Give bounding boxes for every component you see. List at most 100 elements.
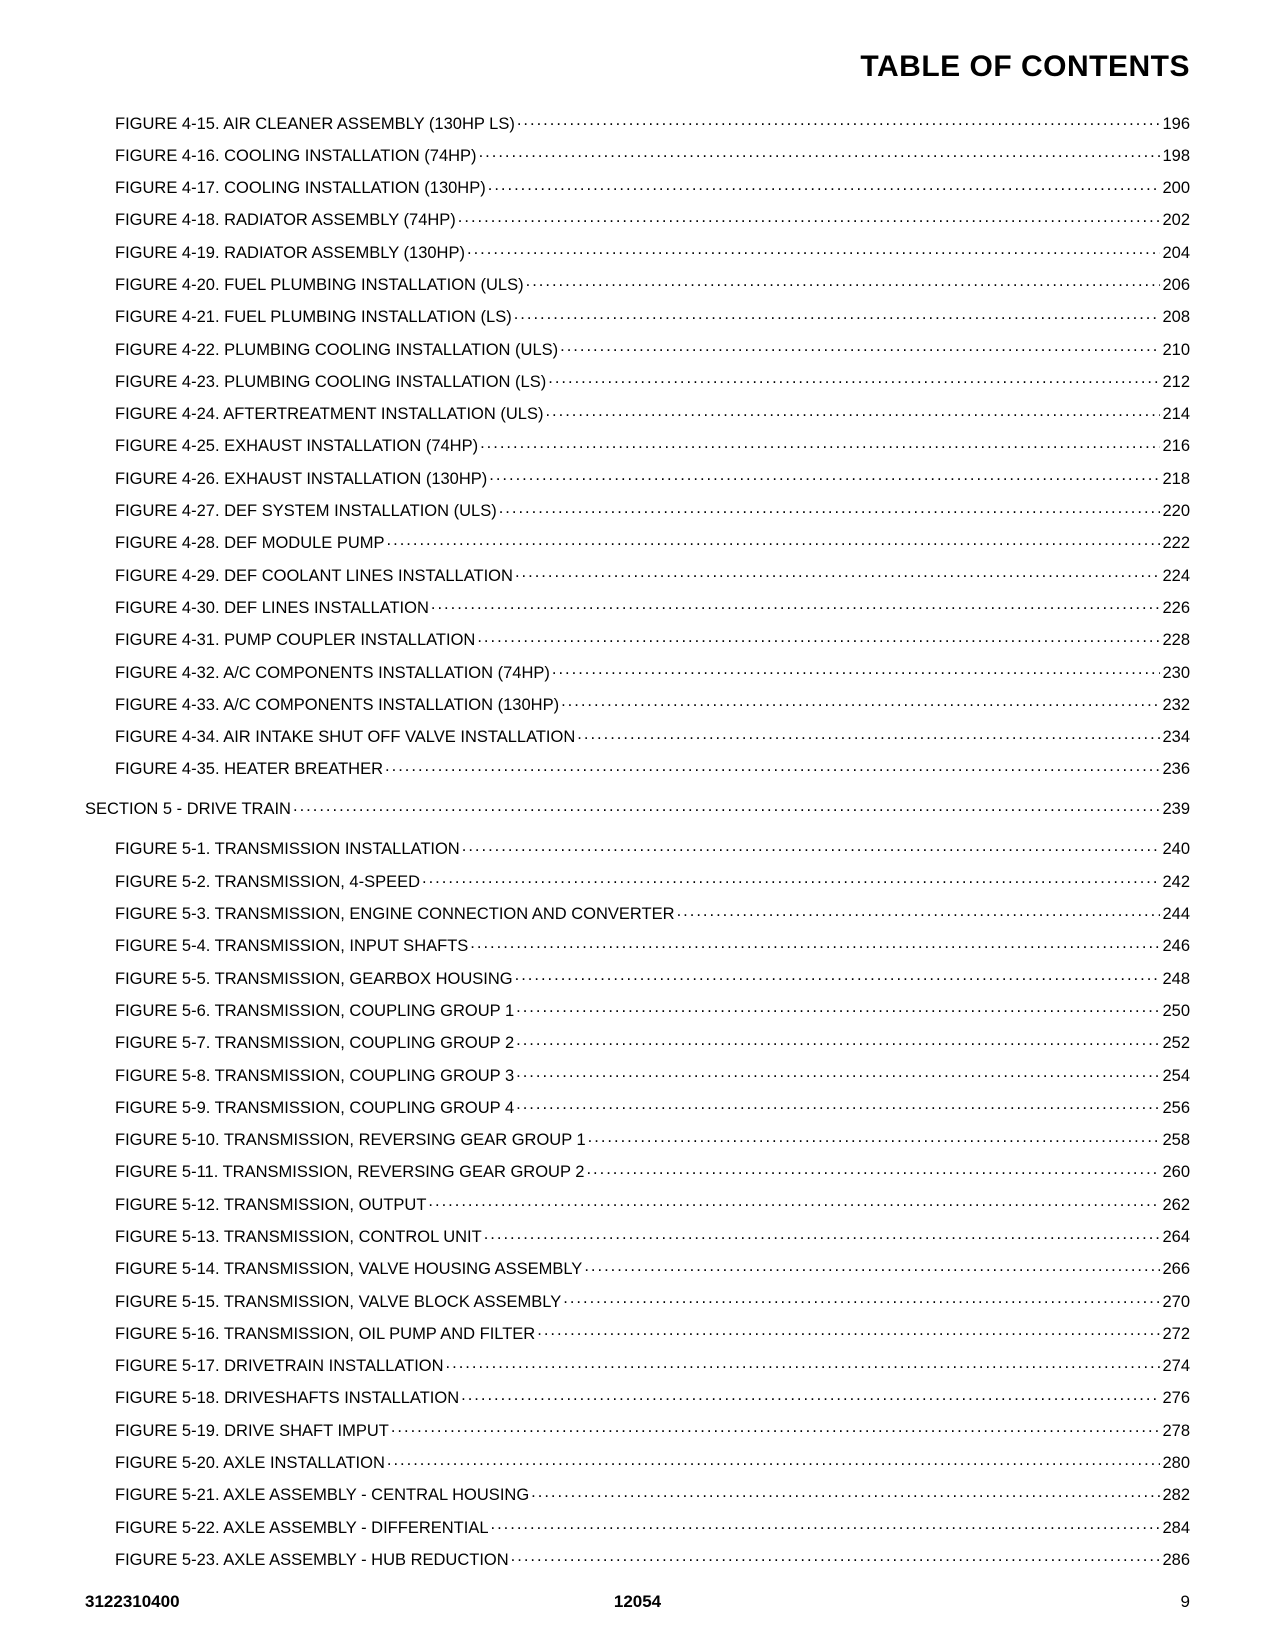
toc-page: 248 [1162,971,1190,988]
toc-entry: FIGURE 4-24. AFTERTREATMENT INSTALLATION… [85,403,1190,423]
toc-leader-dots [431,596,1161,613]
toc-label: FIGURE 4-25. EXHAUST INSTALLATION (74HP) [115,438,478,455]
toc-leader-dots [545,403,1160,420]
toc-leader-dots [391,1419,1161,1436]
toc-leader-dots [548,370,1160,387]
page-footer: 3122310400 12054 9 [85,1592,1190,1612]
toc-leader-dots [480,435,1160,452]
toc-page: 246 [1162,938,1190,955]
toc-entry: FIGURE 4-21. FUEL PLUMBING INSTALLATION … [85,306,1190,326]
toc-leader-dots [385,758,1160,775]
toc-entry: FIGURE 5-20. AXLE INSTALLATION 280 [85,1452,1190,1472]
toc-label: FIGURE 4-17. COOLING INSTALLATION (130HP… [115,180,486,197]
toc-entry: FIGURE 5-3. TRANSMISSION, ENGINE CONNECT… [85,903,1190,923]
toc-entry: FIGURE 5-22. AXLE ASSEMBLY - DIFFERENTIA… [85,1516,1190,1536]
toc-entry: FIGURE 4-30. DEF LINES INSTALLATION 226 [85,596,1190,616]
toc-label: FIGURE 5-21. AXLE ASSEMBLY - CENTRAL HOU… [115,1487,529,1504]
toc-label: FIGURE 4-22. PLUMBING COOLING INSTALLATI… [115,342,558,359]
toc-leader-dots [458,209,1161,226]
toc-entry: FIGURE 4-23. PLUMBING COOLING INSTALLATI… [85,370,1190,390]
toc-entry: FIGURE 4-25. EXHAUST INSTALLATION (74HP)… [85,435,1190,455]
toc-label: FIGURE 5-22. AXLE ASSEMBLY - DIFFERENTIA… [115,1520,489,1537]
toc-entry: FIGURE 4-34. AIR INTAKE SHUT OFF VALVE I… [85,726,1190,746]
toc-page: 232 [1162,697,1190,714]
toc-entry: FIGURE 4-15. AIR CLEANER ASSEMBLY (130HP… [85,112,1190,132]
toc-label: FIGURE 5-9. TRANSMISSION, COUPLING GROUP… [115,1100,514,1117]
toc-leader-dots [516,1096,1160,1113]
toc-label: FIGURE 4-24. AFTERTREATMENT INSTALLATION… [115,406,543,423]
toc-page: 226 [1162,600,1190,617]
footer-left: 3122310400 [85,1592,180,1612]
toc-leader-dots [387,532,1161,549]
toc-label: FIGURE 4-34. AIR INTAKE SHUT OFF VALVE I… [115,729,575,746]
toc-leader-dots [470,935,1160,952]
toc-entry: FIGURE 4-20. FUEL PLUMBING INSTALLATION … [85,273,1190,293]
toc-leader-dots [479,144,1161,161]
toc-label: FIGURE 5-15. TRANSMISSION, VALVE BLOCK A… [115,1294,561,1311]
toc-entry: FIGURE 5-1. TRANSMISSION INSTALLATION 24… [85,838,1190,858]
toc-label: FIGURE 5-5. TRANSMISSION, GEARBOX HOUSIN… [115,971,513,988]
toc-label: FIGURE 4-16. COOLING INSTALLATION (74HP) [115,148,477,165]
toc-leader-dots [517,112,1161,129]
toc-entry: FIGURE 4-28. DEF MODULE PUMP 222 [85,532,1190,552]
toc-entry: FIGURE 5-19. DRIVE SHAFT IMPUT 278 [85,1419,1190,1439]
toc-label: FIGURE 4-26. EXHAUST INSTALLATION (130HP… [115,471,487,488]
toc-leader-dots [586,1161,1160,1178]
toc-page: 282 [1162,1487,1190,1504]
toc-entry: FIGURE 5-6. TRANSMISSION, COUPLING GROUP… [85,999,1190,1019]
toc-page: 258 [1162,1132,1190,1149]
toc-leader-dots [499,500,1161,517]
toc-entry: FIGURE 5-14. TRANSMISSION, VALVE HOUSING… [85,1258,1190,1278]
toc-page: 284 [1162,1520,1190,1537]
toc-label: FIGURE 5-20. AXLE INSTALLATION [115,1455,385,1472]
toc-page: 280 [1162,1455,1190,1472]
toc-label: FIGURE 5-1. TRANSMISSION INSTALLATION [115,841,460,858]
toc-leader-dots [484,1226,1161,1243]
toc-page: 254 [1162,1068,1190,1085]
toc-entry: FIGURE 5-7. TRANSMISSION, COUPLING GROUP… [85,1032,1190,1052]
toc-entry: FIGURE 4-17. COOLING INSTALLATION (130HP… [85,177,1190,197]
toc-leader-dots [677,903,1161,920]
toc-leader-dots [563,1290,1160,1307]
toc-page: 230 [1162,665,1190,682]
toc-entry: FIGURE 4-35. HEATER BREATHER 236 [85,758,1190,778]
toc-label: FIGURE 5-2. TRANSMISSION, 4-SPEED [115,874,420,891]
toc-page: 239 [1162,801,1190,818]
toc-label: FIGURE 4-28. DEF MODULE PUMP [115,535,385,552]
toc-label: FIGURE 5-12. TRANSMISSION, OUTPUT [115,1197,426,1214]
toc-entry: FIGURE 4-16. COOLING INSTALLATION (74HP)… [85,144,1190,164]
toc-leader-dots [584,1258,1160,1275]
toc-leader-dots [577,726,1160,743]
toc-entry: FIGURE 5-2. TRANSMISSION, 4-SPEED 242 [85,870,1190,890]
toc-leader-dots [537,1322,1160,1339]
toc-entry: FIGURE 4-18. RADIATOR ASSEMBLY (74HP) 20… [85,209,1190,229]
toc-section: SECTION 5 - DRIVE TRAIN 239 [85,798,1190,818]
toc-entry: FIGURE 4-22. PLUMBING COOLING INSTALLATI… [85,338,1190,358]
toc-label: FIGURE 5-8. TRANSMISSION, COUPLING GROUP… [115,1068,514,1085]
toc-page: 240 [1162,841,1190,858]
toc-leader-dots [488,177,1161,194]
toc-entry: FIGURE 5-15. TRANSMISSION, VALVE BLOCK A… [85,1290,1190,1310]
toc-leader-dots [516,1064,1160,1081]
toc-entry: FIGURE 4-31. PUMP COUPLER INSTALLATION 2… [85,629,1190,649]
toc-leader-dots [514,306,1161,323]
toc-leader-dots [561,693,1160,710]
toc-page: 250 [1162,1003,1190,1020]
toc-label: FIGURE 4-21. FUEL PLUMBING INSTALLATION … [115,309,512,326]
toc-leader-dots [293,798,1160,815]
toc-page: 208 [1162,309,1190,326]
toc-label: FIGURE 5-23. AXLE ASSEMBLY - HUB REDUCTI… [115,1552,509,1569]
toc-label: FIGURE 5-7. TRANSMISSION, COUPLING GROUP… [115,1035,514,1052]
toc-label: FIGURE 4-19. RADIATOR ASSEMBLY (130HP) [115,245,465,262]
toc-entry: FIGURE 5-13. TRANSMISSION, CONTROL UNIT … [85,1226,1190,1246]
toc-entry: FIGURE 5-17. DRIVETRAIN INSTALLATION 274 [85,1355,1190,1375]
toc-page: 228 [1162,632,1190,649]
toc-leader-dots [462,838,1161,855]
toc-leader-dots [516,1032,1160,1049]
toc-page: 198 [1162,148,1190,165]
toc-leader-dots [491,1516,1161,1533]
toc-entry: FIGURE 4-32. A/C COMPONENTS INSTALLATION… [85,661,1190,681]
toc-page: 234 [1162,729,1190,746]
toc-page: 236 [1162,761,1190,778]
toc-leader-dots [515,564,1161,581]
